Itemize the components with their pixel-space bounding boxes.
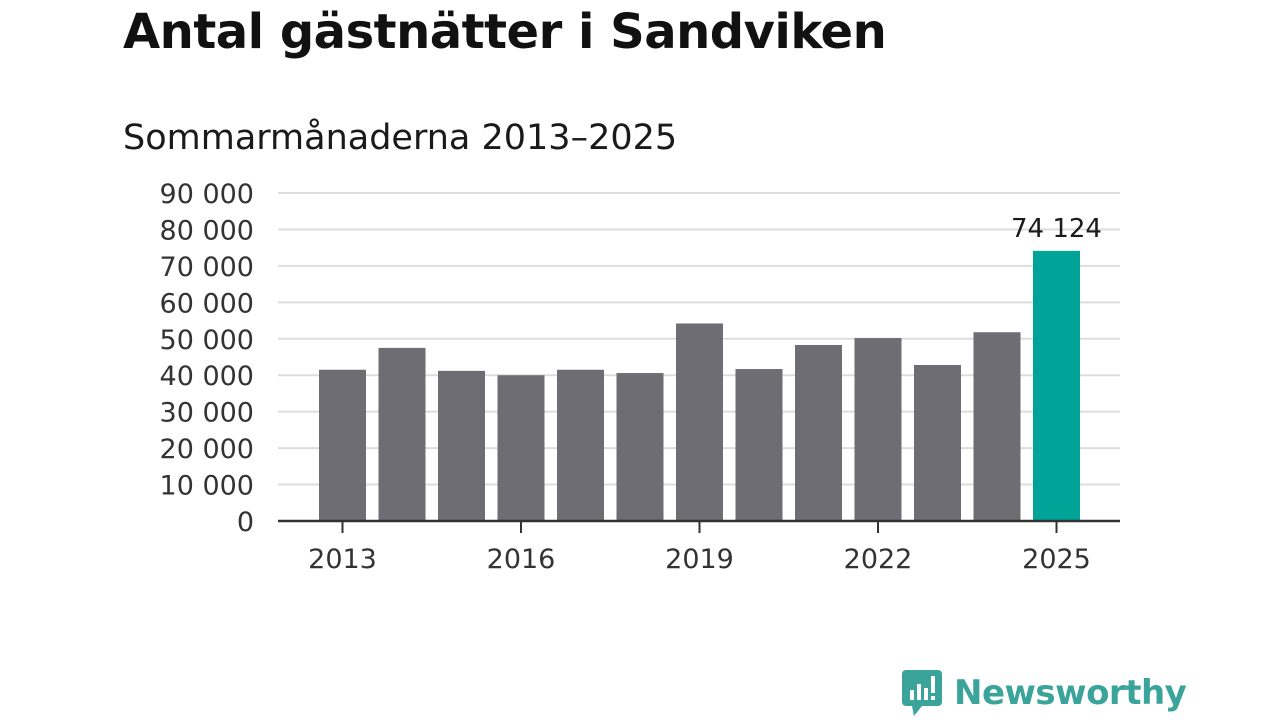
y-tick-label: 30 000	[160, 398, 254, 429]
y-tick-label: 50 000	[160, 325, 254, 356]
brand-name: Newsworthy	[954, 673, 1187, 713]
bar-2024	[973, 332, 1021, 521]
bar-2025	[1033, 250, 1080, 522]
bar-2021	[795, 344, 842, 521]
bar-2015	[438, 370, 485, 521]
bar-2022	[854, 338, 902, 521]
x-tick-label: 2013	[308, 544, 377, 575]
y-tick-label: 20 000	[160, 434, 254, 465]
x-tick-label: 2016	[487, 544, 556, 575]
x-tick-label: 2019	[665, 544, 734, 575]
x-tick-label: 2025	[1022, 544, 1091, 575]
bar-2016	[497, 375, 545, 521]
y-axis-tick-labels: 0 10 000 20 000 30 000 40 000 50 000 60 000 70 …	[160, 179, 254, 538]
y-tick-label: 70 000	[160, 252, 254, 283]
chart-subtitle: Sommarmånaderna 2013–2025	[123, 118, 678, 158]
data-label-2025: 74 124	[1011, 214, 1102, 244]
bar-2017	[557, 369, 604, 521]
newsworthy-brand: Newsworthy	[902, 670, 1187, 716]
bar-2019	[676, 323, 723, 521]
y-tick-label: 0	[237, 507, 254, 538]
x-tick-label: 2022	[844, 544, 913, 575]
y-tick-label: 90 000	[160, 179, 254, 210]
bar-2013	[319, 369, 366, 521]
bar-2023	[914, 365, 961, 521]
bar-2020	[735, 369, 783, 521]
y-tick-label: 10 000	[160, 471, 254, 502]
y-tick-label: 40 000	[160, 361, 254, 392]
bar-2018	[616, 373, 664, 521]
chart-title: Antal gästnätter i Sandviken	[123, 4, 887, 60]
bar-2014	[378, 347, 426, 521]
bars	[319, 250, 1080, 522]
data-labels: 74 124	[1011, 214, 1102, 244]
y-tick-label: 60 000	[160, 288, 254, 319]
x-axis-ticks: 2013 2016 2019 2022 2025	[308, 521, 1091, 575]
y-tick-label: 80 000	[160, 215, 254, 246]
newsworthy-logo-icon	[902, 670, 942, 716]
